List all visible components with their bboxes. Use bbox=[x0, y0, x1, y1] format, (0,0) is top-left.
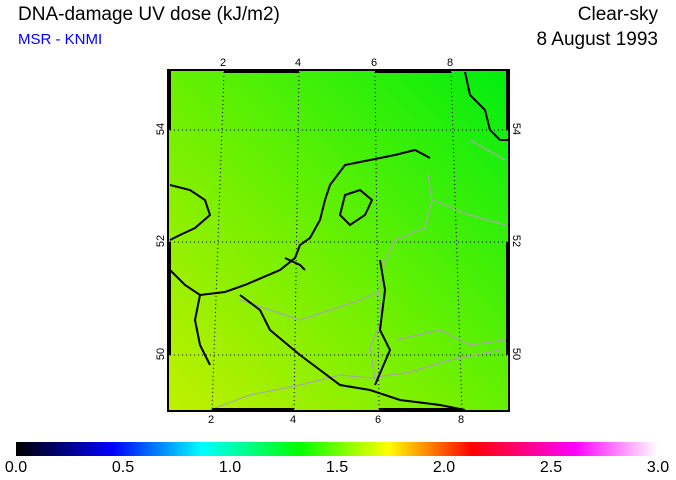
lat-tick-left: 50 bbox=[155, 347, 168, 361]
lon-tick-top: 4 bbox=[295, 57, 302, 69]
colorbar-label: 0.0 bbox=[4, 459, 28, 476]
colorbar-label: 1.0 bbox=[218, 459, 242, 476]
coastlines bbox=[169, 71, 508, 411]
map-frame bbox=[167, 69, 510, 412]
colorbar-label: 2.5 bbox=[539, 459, 563, 476]
colorbar-label: 0.5 bbox=[111, 459, 135, 476]
lon-tick-bottom: 4 bbox=[290, 414, 297, 426]
colorbar bbox=[16, 442, 658, 456]
lon-tick-top: 2 bbox=[220, 57, 227, 69]
lon-tick-top: 8 bbox=[447, 57, 454, 69]
sky-condition: Clear-sky bbox=[577, 4, 658, 25]
map-date: 8 August 1993 bbox=[536, 29, 659, 50]
lat-tick-right: 54 bbox=[510, 122, 523, 136]
uv-dose-map bbox=[167, 69, 510, 412]
country-borders bbox=[209, 139, 506, 411]
map-title: DNA-damage UV dose (kJ/m2) bbox=[18, 4, 280, 25]
lat-tick-left: 52 bbox=[155, 234, 168, 248]
lon-tick-bottom: 6 bbox=[375, 414, 382, 426]
lat-tick-right: 50 bbox=[510, 347, 523, 361]
colorbar-label: 3.0 bbox=[646, 459, 670, 476]
lon-tick-bottom: 8 bbox=[458, 414, 465, 426]
colorbar-label: 1.5 bbox=[325, 459, 349, 476]
lon-tick-bottom: 2 bbox=[208, 414, 215, 426]
frame-ticks bbox=[167, 69, 510, 412]
lon-tick-top: 6 bbox=[371, 57, 378, 69]
graticule bbox=[170, 71, 508, 411]
dose-field bbox=[168, 70, 509, 411]
colorbar-label: 2.0 bbox=[432, 459, 456, 476]
lat-tick-left: 54 bbox=[155, 122, 168, 136]
lat-tick-right: 52 bbox=[510, 234, 523, 248]
credit-label: MSR - KNMI bbox=[18, 31, 103, 48]
